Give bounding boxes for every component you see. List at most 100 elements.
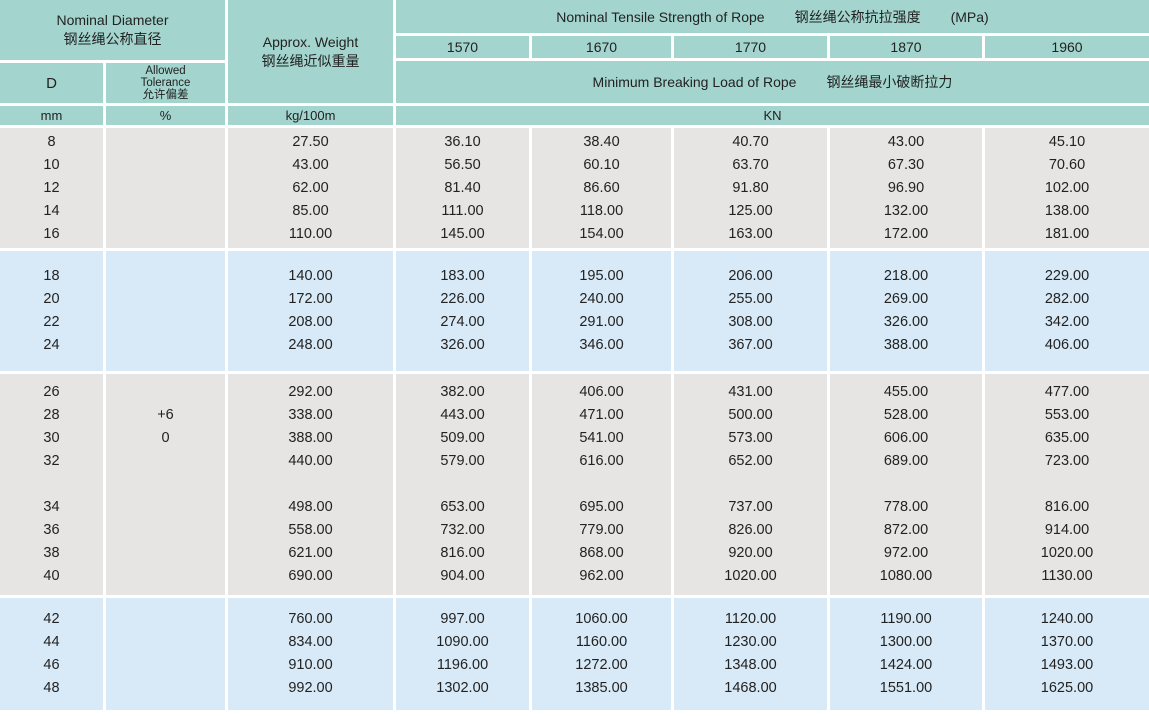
breaking-load-title-en: Minimum Breaking Load of Rope: [592, 74, 797, 90]
load-cell-1960-column: 229.00 282.00 342.00 406.00: [985, 251, 1149, 371]
load-cell-1870: 606.00: [883, 430, 929, 446]
diameter-cell: 8: [47, 133, 56, 150]
load-cell-1960: 102.00: [1044, 179, 1090, 196]
approx-weight-header: Approx. Weight 钢丝绳近似重量: [228, 0, 393, 103]
diameter-cell-column: 42 44 46 48: [0, 598, 103, 710]
load-cell-1670: 118.00: [579, 202, 624, 219]
table-header: Nominal Diameter 钢丝绳公称直径 D Allowed Toler…: [0, 0, 1149, 125]
d-column-header: D: [0, 63, 103, 103]
load-cell-1870: 218.00: [883, 268, 929, 284]
tensile-strength-title-en: Nominal Tensile Strength of Rope: [556, 8, 765, 25]
load-cell-1870-column: 455.00 528.00 606.00 689.00 778.00 872.00 972.…: [830, 374, 982, 595]
diameter-cell: 36: [43, 522, 60, 538]
load-cell-1570: 382.00: [440, 384, 485, 400]
strength-values-row: 1570 1670 1770 1870 1960: [396, 36, 1149, 58]
load-cell-1960-column: 1240.00 1370.00 1493.00 1625.00: [985, 598, 1149, 710]
load-cell-1960: 45.10: [1048, 133, 1086, 150]
load-cell-1670: 695.00: [579, 499, 624, 515]
load-cell-1670: 1160.00: [575, 634, 628, 650]
load-cell-1570: 145.00: [440, 225, 485, 242]
diameter-cell: 26: [43, 384, 60, 400]
load-cell-1770-column: 206.00 255.00 308.00 367.00: [674, 251, 827, 371]
weight-cell-column: 760.00 834.00 910.00 992.00: [228, 598, 393, 710]
diameter-cell: 30: [43, 430, 60, 446]
diameter-cell: 34: [43, 499, 60, 515]
load-cell-1770: 826.00: [728, 522, 773, 538]
load-cell-1570: 997.00: [440, 611, 485, 627]
tolerance-cell: [106, 131, 225, 154]
load-cell-1570: 579.00: [440, 453, 485, 469]
load-cell-1670: 154.00: [579, 225, 624, 242]
table-body: 8 10 12 14 16 27.50 43.00 62.00 85.00 110.00 36.10…: [0, 128, 1149, 716]
load-cell-1960: 138.00: [1044, 202, 1090, 219]
load-cell-1770-column: 40.70 63.70 91.80 125.00 163.00: [674, 128, 827, 248]
load-cell-1960: 1240.00: [1040, 611, 1094, 627]
load-cell-1670-column: 406.00 471.00 541.00 616.00 695.00 779.00 868.…: [532, 374, 671, 595]
spacer-line: [396, 473, 529, 496]
load-cell-1770: 63.70: [732, 156, 769, 173]
weight-cell: 292.00: [288, 384, 333, 400]
load-cell-1770-column: 431.00 500.00 573.00 652.00 737.00 826.00 920.…: [674, 374, 827, 595]
tolerance-cell: [106, 565, 225, 588]
tolerance-cell-column: [106, 598, 225, 710]
load-cell-1960: 70.60: [1048, 156, 1086, 173]
weight-cell: 85.00: [292, 202, 329, 219]
weight-cell: 248.00: [288, 337, 333, 353]
load-cell-1670: 195.00: [579, 268, 624, 284]
tolerance-cell: [106, 654, 225, 677]
load-cell-1570: 816.00: [440, 545, 485, 561]
weight-cell: 27.50: [292, 133, 329, 150]
strength-1960: 1960: [985, 36, 1149, 58]
weight-cell: 558.00: [288, 522, 333, 538]
load-cell-1570: 36.10: [444, 133, 481, 150]
allowed-tolerance-header: Allowed Tolerance 允许偏差: [106, 63, 225, 103]
load-cell-1870: 778.00: [883, 499, 929, 515]
spacer-line: [985, 473, 1149, 496]
load-cell-1770: 1120.00: [724, 611, 777, 627]
load-cell-1960: 1130.00: [1041, 568, 1093, 584]
load-cell-1870: 1080.00: [879, 568, 933, 584]
tolerance-cell: [106, 496, 225, 519]
load-cell-1770: 308.00: [728, 314, 773, 330]
load-cell-1960-column: 45.10 70.60 102.00 138.00 181.00: [985, 128, 1149, 248]
load-cell-1870: 269.00: [883, 291, 929, 307]
weight-cell: 110.00: [288, 225, 333, 242]
load-cell-1670: 60.10: [583, 156, 620, 173]
tolerance-cell: [106, 288, 225, 311]
load-cell-1960: 914.00: [1044, 522, 1090, 538]
diameter-cell: 12: [43, 179, 60, 196]
tolerance-cell: [106, 265, 225, 288]
diameter-cell-column: 8 10 12 14 16: [0, 128, 103, 248]
tolerance-cell: [106, 608, 225, 631]
load-cell-1670: 868.00: [579, 545, 624, 561]
load-cell-1960: 181.00: [1044, 225, 1090, 242]
load-cell-1960: 477.00: [1044, 384, 1090, 400]
tolerance-cell: [106, 223, 225, 246]
load-cell-1960: 229.00: [1044, 268, 1090, 284]
unit-percent: %: [106, 106, 225, 125]
weight-cell: 140.00: [288, 268, 333, 284]
load-cell-1960: 1493.00: [1040, 657, 1094, 673]
load-cell-1570-column: 183.00 226.00 274.00 326.00: [396, 251, 529, 371]
tolerance-line-1: Allowed: [145, 65, 186, 77]
load-cell-1870: 1424.00: [879, 657, 933, 673]
load-cell-1770: 737.00: [728, 499, 773, 515]
load-cell-1960: 816.00: [1044, 499, 1090, 515]
tolerance-cell: [106, 381, 225, 404]
load-cell-1870: 172.00: [883, 225, 929, 242]
row-group-2: 18 20 22 24 140.00 172.00 208.00 248.00 183.00 22…: [0, 251, 1149, 371]
load-cell-1670-column: 195.00 240.00 291.00 346.00: [532, 251, 671, 371]
strength-1770: 1770: [674, 36, 827, 58]
weight-cell: 690.00: [288, 568, 333, 584]
load-cell-1870: 67.30: [887, 156, 925, 173]
tolerance-cell-column: +6 0: [106, 374, 225, 595]
load-cell-1870: 1190.00: [880, 611, 932, 627]
load-cell-1670: 1060.00: [575, 611, 628, 627]
load-cell-1670: 38.40: [583, 133, 620, 150]
row-group-4: 42 44 46 48 760.00 834.00 910.00 992.00 997.00 10…: [0, 598, 1149, 710]
load-cell-1570: 1196.00: [436, 657, 489, 673]
tolerance-cell: [106, 177, 225, 200]
load-cell-1570: 443.00: [440, 407, 485, 423]
diameter-cell: 10: [43, 156, 60, 173]
diameter-cell: 18: [43, 268, 60, 284]
